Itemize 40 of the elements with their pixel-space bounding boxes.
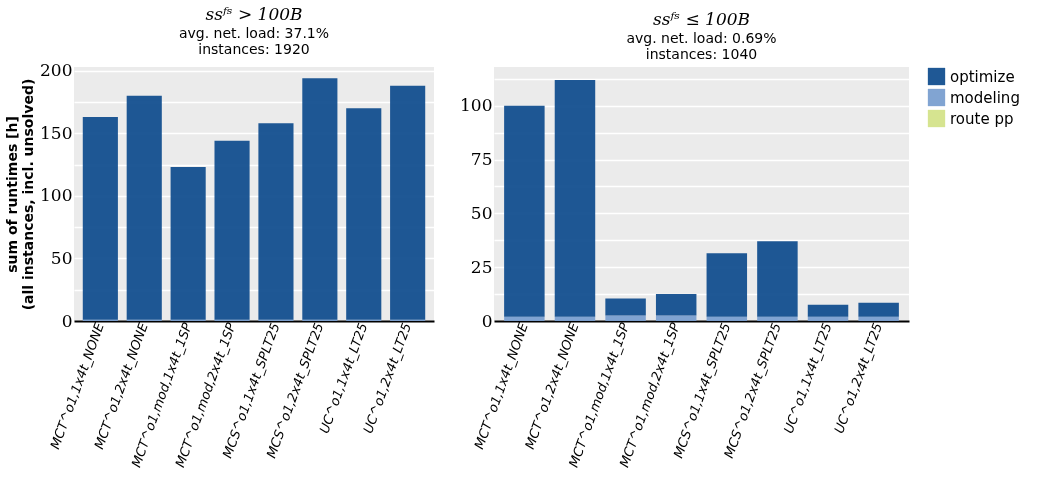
bar [554,79,596,317]
bar [258,123,294,320]
chart-subtitle: avg. net. load: 0.69% instances: 1040 [626,30,777,62]
y-tick-label: 150 [40,122,73,143]
y-tick-label: 50 [50,247,73,268]
bar [858,316,899,321]
y-tick-label: 100 [40,185,73,206]
legend-label: modeling [950,88,1020,107]
bar [605,298,646,316]
bar [504,105,545,317]
bar [807,316,849,321]
y-tick-label: 100 [460,95,493,116]
bar [214,140,250,320]
bar [655,294,697,316]
bar [390,85,426,320]
bar [858,302,899,317]
bar [655,315,697,321]
y-tick-label: 50 [470,202,493,223]
bar [554,316,596,321]
legend-label: optimize [950,67,1015,86]
y-tick-label: 200 [40,60,73,81]
chart-title: ssᶠˢ ≤ 100B [652,9,751,29]
chart-title: ssᶠˢ > 100B [205,3,303,24]
bar [757,241,798,317]
bar [346,108,382,320]
bar [807,304,849,317]
y-tick-label: 25 [470,256,493,277]
legend-label: route pp [950,109,1014,128]
bar [706,253,748,317]
bar [126,95,162,320]
bar [605,315,646,321]
chart-subtitle: avg. net. load: 37.1% instances: 1920 [178,24,330,57]
bar [170,167,206,320]
y-axis-title: sum of runtimes [h] (all instances, incl. unsolved) [4,78,37,311]
bar [82,117,118,320]
y-tick-label: 75 [470,149,493,170]
bar [706,316,748,321]
bar [757,316,798,321]
bar [302,78,338,320]
bar [504,316,545,321]
